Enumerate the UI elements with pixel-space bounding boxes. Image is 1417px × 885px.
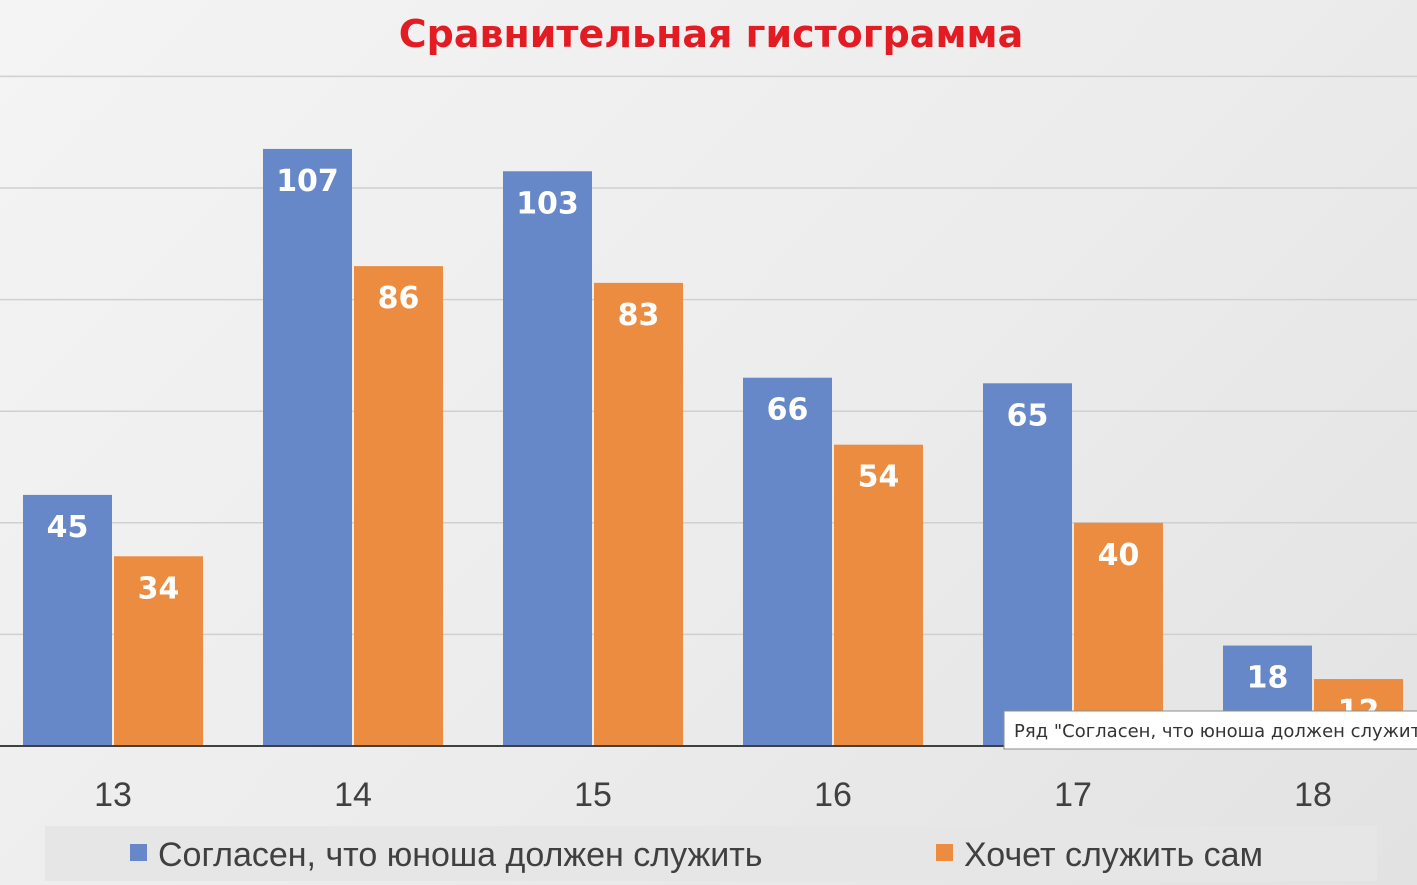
bars [23, 148, 1403, 746]
data-labels: 45341078610383665465401812 [47, 164, 1380, 729]
x-tick-label: 13 [94, 776, 132, 814]
legend-swatch-wants [936, 844, 953, 861]
data-label: 54 [858, 460, 900, 495]
data-label: 83 [618, 298, 660, 333]
bar-wants-14[interactable] [354, 266, 443, 746]
chart-title: Сравнительная гистограмма [399, 12, 1023, 56]
data-label: 107 [276, 164, 339, 199]
tooltip-text: Ряд "Согласен, что юноша должен служить" [1014, 721, 1417, 742]
x-tick-label: 16 [814, 776, 852, 814]
bar-agree-13[interactable] [23, 494, 112, 746]
bar-wants-17[interactable] [1074, 522, 1163, 746]
bar-wants-13[interactable] [114, 556, 203, 746]
bar-agree-17[interactable] [983, 383, 1072, 746]
bar-agree-14[interactable] [263, 148, 352, 746]
legend-label-agree: Согласен, что юноша должен служить [158, 836, 762, 874]
data-label: 65 [1007, 398, 1049, 433]
data-label: 45 [47, 510, 89, 545]
data-label: 34 [138, 571, 180, 606]
legend-label-wants: Хочет служить сам [964, 836, 1263, 874]
data-label: 103 [516, 186, 579, 221]
legend-background [45, 826, 1377, 881]
bar-wants-15[interactable] [594, 282, 683, 746]
data-label: 86 [378, 281, 420, 316]
x-tick-labels: 13 14 15 16 17 18 [94, 776, 1332, 814]
x-tick-label: 14 [334, 776, 372, 814]
x-tick-label: 17 [1054, 776, 1092, 814]
data-label: 40 [1098, 538, 1140, 573]
bar-agree-16[interactable] [743, 377, 832, 746]
bar-agree-15[interactable] [503, 171, 592, 746]
bar-wants-16[interactable] [834, 444, 923, 746]
x-tick-label: 15 [574, 776, 612, 814]
data-label: 18 [1247, 661, 1289, 696]
tooltip-box [1003, 710, 1417, 750]
x-tick-label: 18 [1294, 776, 1332, 814]
gridlines [0, 75, 1417, 636]
tooltip: Ряд "Согласен, что юноша должен служить" [1003, 710, 1417, 750]
legend-swatch-agree [130, 844, 147, 861]
data-label: 66 [767, 393, 809, 428]
legend: Согласен, что юноша должен служить Хочет… [45, 826, 1377, 881]
